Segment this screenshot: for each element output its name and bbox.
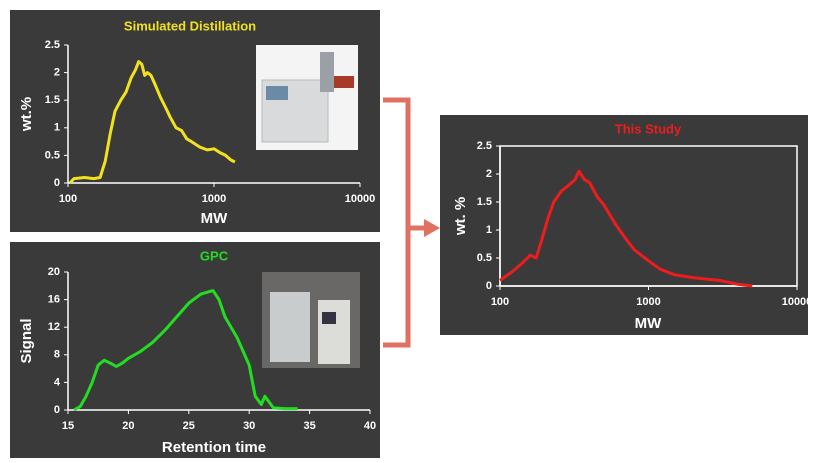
y-tick-label: 2 — [486, 168, 492, 180]
figure: Simulated Distillation MW wt.% 0 0.5 1 1.5 2 2.5… — [0, 0, 816, 458]
instrument-photo — [256, 45, 358, 150]
y-tick-label: 0 — [54, 177, 60, 189]
y-tick-label: 2 — [54, 67, 60, 79]
y-axis-label: Signal — [18, 318, 35, 363]
x-tick-label: 1000 — [202, 193, 226, 205]
y-tick-label: 1 — [486, 224, 492, 236]
chart-title: GPC — [200, 248, 229, 263]
y-axis-label: wt.% — [18, 97, 35, 132]
y-tick-label: 0 — [486, 280, 492, 292]
instrument-photo — [262, 272, 360, 368]
chart-title: This Study — [615, 121, 682, 136]
x-tick-label: 30 — [243, 420, 255, 432]
x-tick-label: 1000 — [636, 296, 660, 308]
x-tick-label: 40 — [364, 420, 376, 432]
y-tick-label: 0 — [54, 404, 60, 416]
y-tick-label: 20 — [48, 266, 60, 278]
x-tick-label: 20 — [122, 420, 134, 432]
chart-title: Simulated Distillation — [124, 18, 256, 33]
y-tick-label: 0.5 — [477, 252, 492, 264]
x-tick-label: 100 — [491, 296, 509, 308]
x-tick-label: 10000 — [782, 296, 813, 308]
connector — [383, 100, 426, 345]
y-tick-label: 1.5 — [477, 196, 492, 208]
y-tick-label: 16 — [48, 294, 60, 306]
y-tick-label: 1 — [54, 122, 60, 134]
y-tick-label: 12 — [48, 321, 60, 333]
x-tick-label: 35 — [303, 420, 315, 432]
x-axis-label: MW — [201, 210, 228, 227]
arrow-head — [424, 219, 440, 237]
y-tick-label: 2.5 — [477, 140, 492, 152]
y-tick-label: 8 — [54, 349, 60, 361]
y-tick-label: 0.5 — [45, 149, 60, 161]
y-tick-label: 4 — [54, 376, 61, 388]
x-axis-label: MW — [635, 315, 662, 332]
y-tick-label: 1.5 — [45, 94, 60, 106]
x-tick-label: 25 — [183, 420, 195, 432]
x-tick-label: 10000 — [345, 193, 376, 205]
x-tick-label: 15 — [62, 420, 74, 432]
x-tick-label: 100 — [59, 193, 77, 205]
y-tick-label: 2.5 — [45, 39, 60, 51]
x-axis-label: Retention time — [162, 439, 266, 456]
y-axis-label: wt. % — [452, 197, 469, 236]
